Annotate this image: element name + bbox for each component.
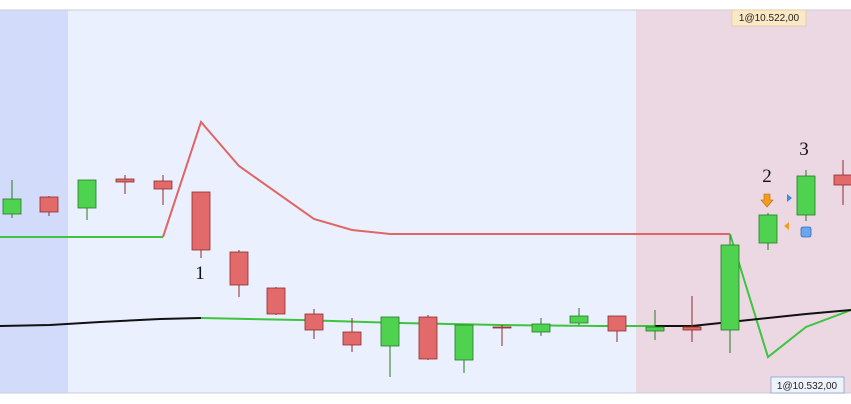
- region-right: [636, 10, 851, 393]
- price-label: 1@10.532,00: [777, 381, 838, 392]
- candle-body: [304, 313, 324, 331]
- indicator-line: [729, 233, 851, 359]
- candle-body: [454, 324, 474, 361]
- price-label: 1@10.522,00: [739, 13, 800, 24]
- indicator-line: [162, 120, 730, 238]
- candle-body: [153, 180, 173, 190]
- annotation: 1: [195, 263, 205, 284]
- candle-body: [607, 315, 627, 332]
- annotation: 3: [799, 139, 809, 160]
- candle-body: [342, 331, 362, 346]
- candle-body: [266, 287, 286, 315]
- arrow-marker: [760, 193, 774, 208]
- square-marker: [800, 226, 812, 238]
- candle-body: [380, 316, 400, 347]
- triangle-marker: [787, 194, 792, 202]
- indicator-line: [655, 309, 851, 327]
- candle-body: [115, 178, 135, 183]
- triangle-marker: [784, 222, 789, 230]
- candle-body: [569, 315, 589, 324]
- plot: [0, 120, 851, 377]
- candle-body: [77, 179, 97, 209]
- candle-body: [720, 244, 740, 331]
- candle-body: [2, 198, 22, 215]
- candle-body: [418, 316, 438, 360]
- annotation: 2: [762, 166, 772, 187]
- candle-body: [833, 174, 851, 186]
- price-label-box: [731, 9, 807, 27]
- candle-body: [229, 251, 249, 286]
- candle-body: [645, 326, 665, 332]
- candle-body: [682, 326, 702, 331]
- candle-body: [191, 191, 211, 251]
- candle-body: [796, 175, 816, 216]
- price-label-box: [770, 376, 845, 394]
- candle-body: [758, 214, 778, 244]
- candle-body: [39, 196, 59, 213]
- candle-body: [492, 326, 512, 329]
- candle-body: [531, 323, 551, 333]
- indicator-line: [0, 317, 202, 327]
